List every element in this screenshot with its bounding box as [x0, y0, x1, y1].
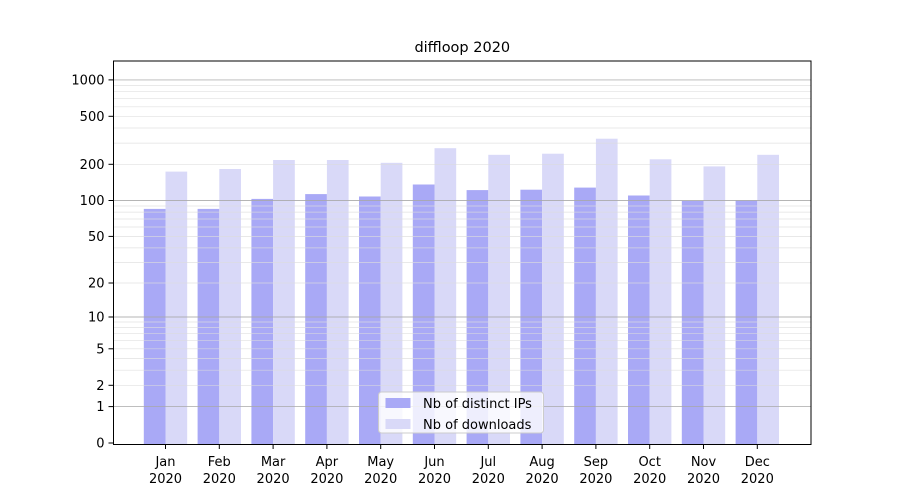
- legend: Nb of distinct IPs Nb of downloads: [378, 391, 544, 434]
- bar-ips-apr: [305, 194, 327, 445]
- x-tick-label-month: Apr: [316, 455, 339, 470]
- x-tick-label-year: 2020: [633, 472, 666, 487]
- x-tick-label-year: 2020: [149, 472, 182, 487]
- y-tick-label: 20: [88, 277, 105, 292]
- x-tick-label-month: Sep: [584, 455, 609, 470]
- bar-downloads-oct: [649, 159, 672, 445]
- bar-ips-sep: [574, 187, 596, 445]
- bar-ips-nov: [681, 201, 704, 445]
- y-tick-label: 1: [96, 400, 104, 415]
- bar-downloads-apr: [326, 160, 349, 445]
- y-tick-label: 10: [88, 311, 105, 326]
- x-tick-label-month: Jul: [479, 455, 496, 470]
- bar-downloads-aug: [542, 153, 564, 445]
- x-tick-label-year: 2020: [310, 472, 343, 487]
- y-tick-label: 200: [80, 158, 105, 173]
- x-tick-label-year: 2020: [203, 472, 236, 487]
- bar-ips-jan: [143, 208, 166, 445]
- x-tick-label-month: May: [367, 455, 394, 470]
- bar-downloads-nov: [703, 166, 726, 445]
- x-tick-label-month: Dec: [745, 455, 770, 470]
- x-tick-label-month: Nov: [691, 455, 717, 470]
- x-tick-label-month: Feb: [208, 455, 231, 470]
- y-tick-label: 2: [96, 379, 104, 394]
- legend-box: [378, 391, 544, 434]
- bar-ips-dec: [735, 200, 758, 445]
- bar-ips-oct: [628, 195, 650, 445]
- chart-title: diffloop 2020: [414, 40, 510, 56]
- y-tick-label: 50: [88, 230, 105, 245]
- bar-downloads-jan: [165, 171, 188, 445]
- legend-label-ips: Nb of distinct IPs: [423, 397, 532, 412]
- x-tick-label-month: Mar: [261, 455, 286, 470]
- x-tick-label-year: 2020: [257, 472, 290, 487]
- y-tick-label: 1000: [71, 73, 104, 88]
- y-tick-label: 0: [96, 437, 104, 452]
- bar-downloads-feb: [219, 169, 241, 445]
- x-tick-label-year: 2020: [526, 472, 559, 487]
- bar-downloads-dec: [757, 154, 779, 445]
- y-tick-label: 500: [80, 110, 105, 125]
- bar-ips-may: [359, 196, 381, 445]
- legend-swatch-downloads: [385, 419, 411, 429]
- legend-label-downloads: Nb of downloads: [423, 418, 532, 433]
- bar-downloads-mar: [273, 160, 295, 445]
- y-tick-label: 5: [96, 342, 104, 357]
- legend-swatch-ips: [385, 398, 411, 408]
- x-tick-label-year: 2020: [579, 472, 612, 487]
- plot-frame: [113, 60, 812, 445]
- bar-downloads-sep: [595, 138, 618, 445]
- bar-ips-feb: [197, 208, 220, 445]
- x-tick-label-year: 2020: [472, 472, 505, 487]
- x-tick-label-month: Jan: [154, 455, 175, 470]
- x-tick-label-month: Jun: [423, 455, 444, 470]
- x-tick-label-year: 2020: [741, 472, 774, 487]
- x-tick-label-year: 2020: [687, 472, 720, 487]
- x-tick-label-year: 2020: [364, 472, 397, 487]
- x-tick-label-month: Aug: [529, 455, 554, 470]
- x-tick-label-month: Oct: [638, 455, 660, 470]
- x-tick-label-year: 2020: [418, 472, 451, 487]
- bar-downloads-may: [380, 162, 403, 445]
- bar-ips-jun: [412, 184, 435, 445]
- y-tick-label: 100: [80, 194, 105, 209]
